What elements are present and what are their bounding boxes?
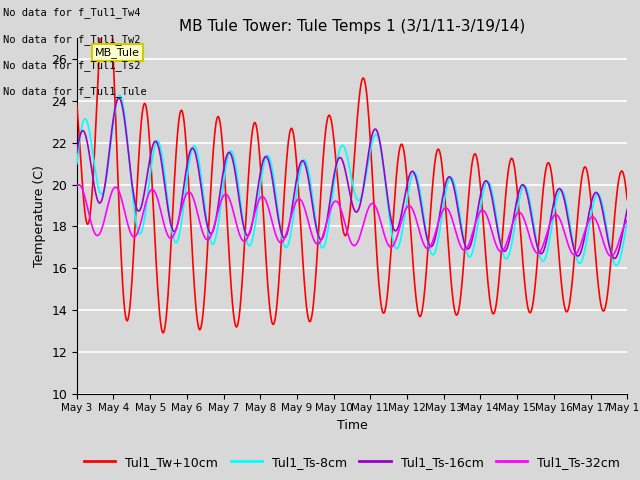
Text: No data for f_Tul1_Tw4: No data for f_Tul1_Tw4 (3, 7, 141, 18)
Title: MB Tule Tower: Tule Temps 1 (3/1/11-3/19/14): MB Tule Tower: Tule Temps 1 (3/1/11-3/19… (179, 20, 525, 35)
Text: No data for f_Tul1_Ts2: No data for f_Tul1_Ts2 (3, 60, 141, 71)
Legend: Tul1_Tw+10cm, Tul1_Ts-8cm, Tul1_Ts-16cm, Tul1_Ts-32cm: Tul1_Tw+10cm, Tul1_Ts-8cm, Tul1_Ts-16cm,… (79, 451, 625, 474)
Text: MB_Tule: MB_Tule (95, 47, 140, 58)
Text: No data for f_Tul1_Tule: No data for f_Tul1_Tule (3, 86, 147, 97)
Y-axis label: Temperature (C): Temperature (C) (33, 165, 45, 267)
Text: No data for f_Tul1_Tw2: No data for f_Tul1_Tw2 (3, 34, 141, 45)
X-axis label: Time: Time (337, 419, 367, 432)
